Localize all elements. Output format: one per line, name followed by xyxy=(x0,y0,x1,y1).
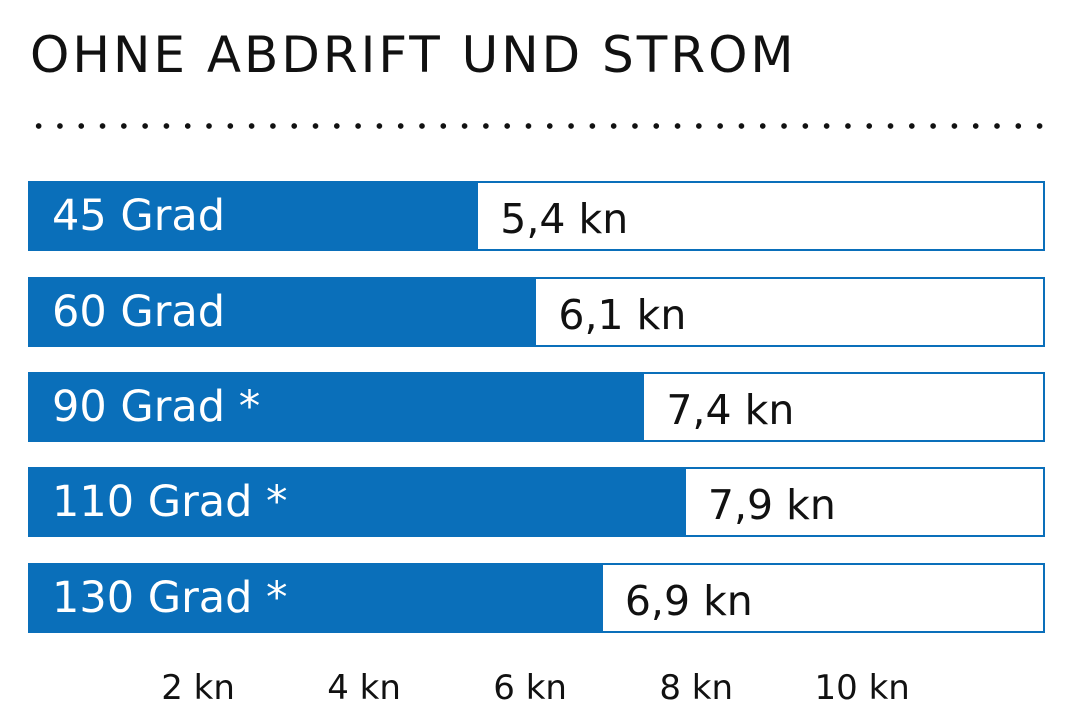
x-tick-label: 8 kn xyxy=(659,668,733,708)
bar-row: 60 Grad 6,1 kn xyxy=(28,277,1045,347)
bar-row: 90 Grad * 7,4 kn xyxy=(28,372,1045,442)
category-label: 130 Grad * xyxy=(52,573,288,623)
value-label: 7,4 kn xyxy=(666,386,795,434)
x-tick-label: 6 kn xyxy=(493,668,567,708)
bar-row: 130 Grad * 6,9 kn xyxy=(28,563,1045,633)
value-label: 5,4 kn xyxy=(500,195,629,243)
bar xyxy=(30,183,479,249)
value-label: 6,1 kn xyxy=(558,291,687,339)
bar-row: 110 Grad * 7,9 kn xyxy=(28,467,1045,537)
bar xyxy=(30,469,686,535)
bar xyxy=(30,565,603,631)
bar xyxy=(30,279,537,345)
x-tick-label: 10 kn xyxy=(814,668,910,708)
category-label: 45 Grad xyxy=(52,191,226,241)
value-label: 6,9 kn xyxy=(624,577,753,625)
bar xyxy=(30,374,645,440)
value-label: 7,9 kn xyxy=(707,481,836,529)
category-label: 90 Grad * xyxy=(52,382,261,432)
x-tick-label: 2 kn xyxy=(161,668,235,708)
category-label: 60 Grad xyxy=(52,287,226,337)
category-label: 110 Grad * xyxy=(52,477,288,527)
chart-title: OHNE ABDRIFT UND STROM xyxy=(30,26,797,84)
dotted-divider xyxy=(28,120,1052,132)
bar-row: 45 Grad 5,4 kn xyxy=(28,181,1045,251)
x-tick-label: 4 kn xyxy=(327,668,401,708)
